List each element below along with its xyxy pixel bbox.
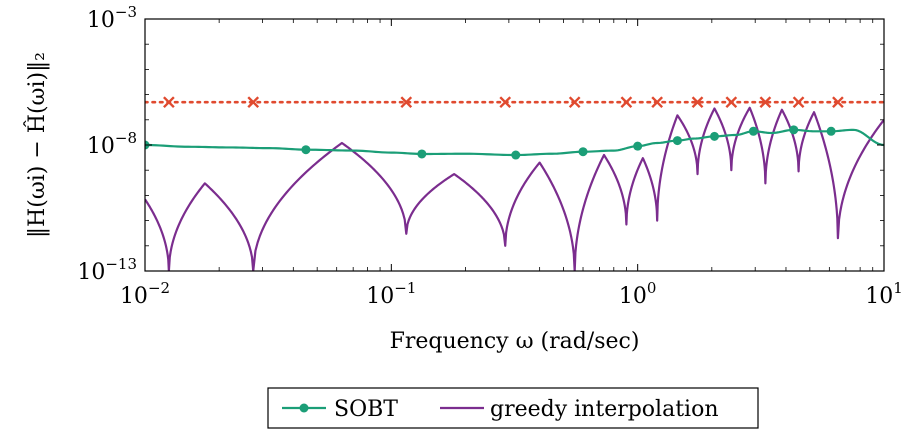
x-marker-stroke (163, 96, 175, 109)
sobt-marker (578, 147, 588, 157)
interpolation-point-x-marker (163, 96, 175, 109)
interpolation-point-x-marker (651, 96, 664, 109)
axis-ticks: 10−2 10−1 100 101 10−13 10−8 10−3 (77, 3, 902, 309)
legend-greedy-label: greedy interpolation (490, 397, 719, 422)
legend: SOBT greedy interpolation (267, 387, 759, 429)
x-tick-label: 10−1 (366, 279, 416, 309)
x-marker-stroke (691, 96, 704, 109)
sobt-marker (633, 141, 643, 151)
sobt-marker (301, 145, 311, 155)
y-tick-label: 10−13 (77, 255, 137, 285)
sobt-marker (417, 149, 427, 159)
y-tick-label: 10−8 (87, 129, 137, 159)
y-axis-label: ‖H(ωi) − Ĥ(ωi)‖₂ (23, 52, 50, 238)
sobt-marker (748, 126, 758, 136)
interpolation-point-x-marker (759, 96, 772, 109)
interpolation-point-x-marker (725, 96, 738, 109)
x-tick-label: 10−2 (120, 279, 170, 309)
plot-area (145, 96, 884, 271)
legend-box (267, 387, 759, 429)
x-marker-stroke (759, 96, 772, 109)
sobt-marker (672, 136, 682, 146)
interpolation-point-x-marker (499, 96, 512, 109)
x-marker-stroke (651, 96, 664, 109)
x-marker-stroke (792, 96, 805, 109)
legend-sobt-marker (299, 403, 309, 413)
greedy-interpolation-line (145, 106, 884, 271)
interpolation-point-x-marker (568, 96, 581, 109)
x-marker-stroke (832, 96, 844, 109)
x-tick-label: 101 (865, 279, 903, 309)
x-tick-label: 100 (619, 279, 657, 309)
interpolation-point-x-marker (247, 96, 260, 109)
plot-frame (144, 18, 885, 272)
x-axis-label: Frequency ω (rad/sec) (390, 329, 640, 354)
interpolation-point-x-marker (832, 96, 844, 109)
interpolation-point-x-marker (792, 96, 805, 109)
x-marker-stroke (400, 96, 413, 109)
interpolation-point-x-marker (691, 96, 704, 109)
sobt-marker (789, 125, 799, 135)
interpolation-point-x-marker (620, 96, 633, 109)
sobt-marker (511, 150, 521, 160)
x-marker-stroke (620, 96, 633, 109)
sobt-marker (826, 126, 836, 136)
x-marker-stroke (499, 96, 512, 109)
interpolation-point-x-marker (400, 96, 413, 109)
y-tick-label: 10−3 (87, 3, 137, 33)
x-marker-stroke (247, 96, 260, 109)
legend-sobt-label: SOBT (334, 397, 398, 422)
sobt-marker (709, 131, 719, 141)
x-marker-stroke (568, 96, 581, 109)
x-marker-stroke (725, 96, 738, 109)
